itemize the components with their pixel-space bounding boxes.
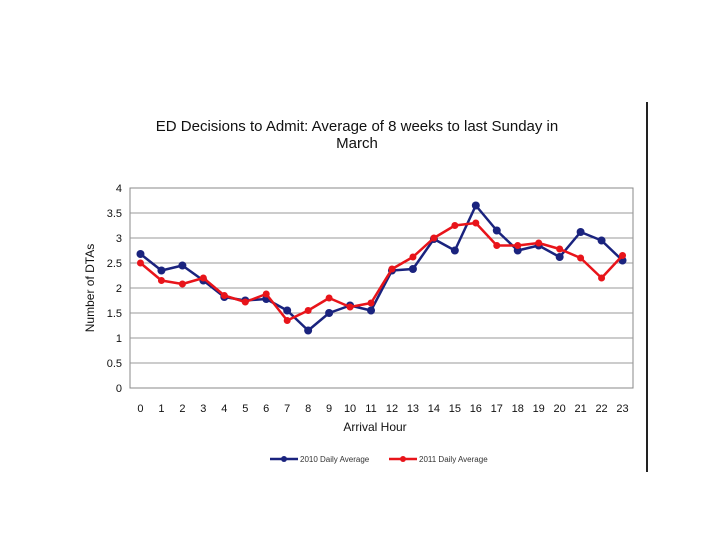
data-point bbox=[619, 252, 627, 259]
data-point bbox=[597, 236, 606, 245]
x-tick-label: 11 bbox=[365, 403, 376, 415]
x-tick-label: 12 bbox=[386, 403, 398, 415]
x-tick-label: 14 bbox=[428, 403, 440, 415]
data-point bbox=[199, 274, 207, 282]
x-tick-label: 15 bbox=[449, 403, 461, 415]
x-tick-label: 20 bbox=[554, 403, 566, 415]
data-point bbox=[367, 306, 376, 315]
x-tick-label: 22 bbox=[595, 403, 607, 415]
y-tick-label: 2.5 bbox=[107, 258, 122, 270]
data-point bbox=[598, 274, 606, 282]
data-point bbox=[157, 277, 165, 284]
data-point bbox=[178, 280, 186, 288]
data-point bbox=[304, 326, 313, 335]
data-point bbox=[304, 307, 312, 314]
data-point bbox=[408, 265, 417, 273]
legend-label-2010: 2010 Daily Average bbox=[300, 455, 370, 464]
x-tick-label: 5 bbox=[242, 403, 248, 415]
x-tick-label: 9 bbox=[326, 403, 332, 415]
data-point bbox=[136, 259, 144, 267]
y-tick-label: 2 bbox=[116, 283, 122, 295]
data-point bbox=[471, 201, 480, 210]
data-point bbox=[535, 239, 543, 247]
x-tick-label: 21 bbox=[574, 403, 586, 415]
y-tick-label: 3 bbox=[116, 233, 122, 245]
y-tick-label: 0 bbox=[116, 383, 122, 395]
data-point bbox=[241, 298, 249, 306]
data-point bbox=[430, 234, 438, 242]
x-tick-label: 3 bbox=[200, 403, 206, 415]
divider-line bbox=[646, 102, 648, 472]
x-tick-label: 19 bbox=[533, 403, 545, 415]
data-point bbox=[157, 266, 166, 275]
x-tick-label: 6 bbox=[263, 403, 269, 415]
y-tick-label: 0.5 bbox=[107, 358, 122, 370]
data-point bbox=[325, 294, 333, 302]
legend-marker-2010 bbox=[281, 456, 287, 462]
x-axis-label: Arrival Hour bbox=[343, 420, 406, 434]
y-axis-label: Number of DTAs bbox=[83, 244, 97, 332]
y-tick-label: 3.5 bbox=[107, 208, 122, 220]
x-tick-label: 23 bbox=[616, 403, 628, 415]
data-point bbox=[556, 245, 564, 253]
data-point bbox=[367, 299, 375, 307]
data-point bbox=[577, 254, 585, 262]
legend-label-2011: 2011 Daily Average bbox=[419, 455, 488, 464]
data-point bbox=[220, 292, 228, 299]
x-tick-label: 4 bbox=[221, 403, 227, 415]
x-tick-label: 16 bbox=[470, 403, 482, 415]
data-point bbox=[388, 265, 396, 273]
data-point bbox=[450, 246, 459, 255]
data-point bbox=[409, 253, 417, 261]
data-point bbox=[262, 290, 270, 298]
series-line-2011 bbox=[139, 221, 624, 322]
x-tick-label: 17 bbox=[491, 403, 503, 415]
x-tick-label: 13 bbox=[407, 403, 419, 415]
data-point bbox=[136, 250, 145, 258]
chart-title-line-2: March bbox=[336, 135, 378, 152]
data-point bbox=[472, 219, 480, 227]
x-tick-label: 1 bbox=[158, 403, 164, 415]
data-point bbox=[325, 309, 334, 317]
data-point bbox=[451, 222, 459, 229]
x-tick-label: 2 bbox=[179, 403, 185, 415]
legend: 2010 Daily Average 2011 Daily Average bbox=[270, 455, 488, 464]
y-tick-label: 4 bbox=[116, 183, 122, 195]
data-point bbox=[492, 226, 501, 235]
x-tick-label: 8 bbox=[305, 403, 311, 415]
x-tick-label: 7 bbox=[284, 403, 290, 415]
data-point bbox=[514, 242, 522, 249]
legend-marker-2011 bbox=[400, 456, 406, 462]
data-point bbox=[178, 261, 187, 270]
data-point bbox=[576, 228, 585, 236]
x-tick-label: 10 bbox=[344, 403, 356, 415]
x-tick-label: 18 bbox=[512, 403, 524, 415]
data-point bbox=[493, 242, 501, 249]
data-point bbox=[513, 246, 522, 255]
y-tick-label: 1 bbox=[116, 333, 122, 345]
data-point bbox=[283, 306, 292, 315]
y-tick-label: 1.5 bbox=[107, 308, 122, 320]
data-point bbox=[555, 253, 564, 261]
chart-title-line-1: ED Decisions to Admit: Average of 8 week… bbox=[156, 118, 558, 135]
data-point bbox=[346, 303, 354, 311]
data-point bbox=[283, 317, 291, 324]
x-tick-label: 0 bbox=[137, 403, 143, 415]
